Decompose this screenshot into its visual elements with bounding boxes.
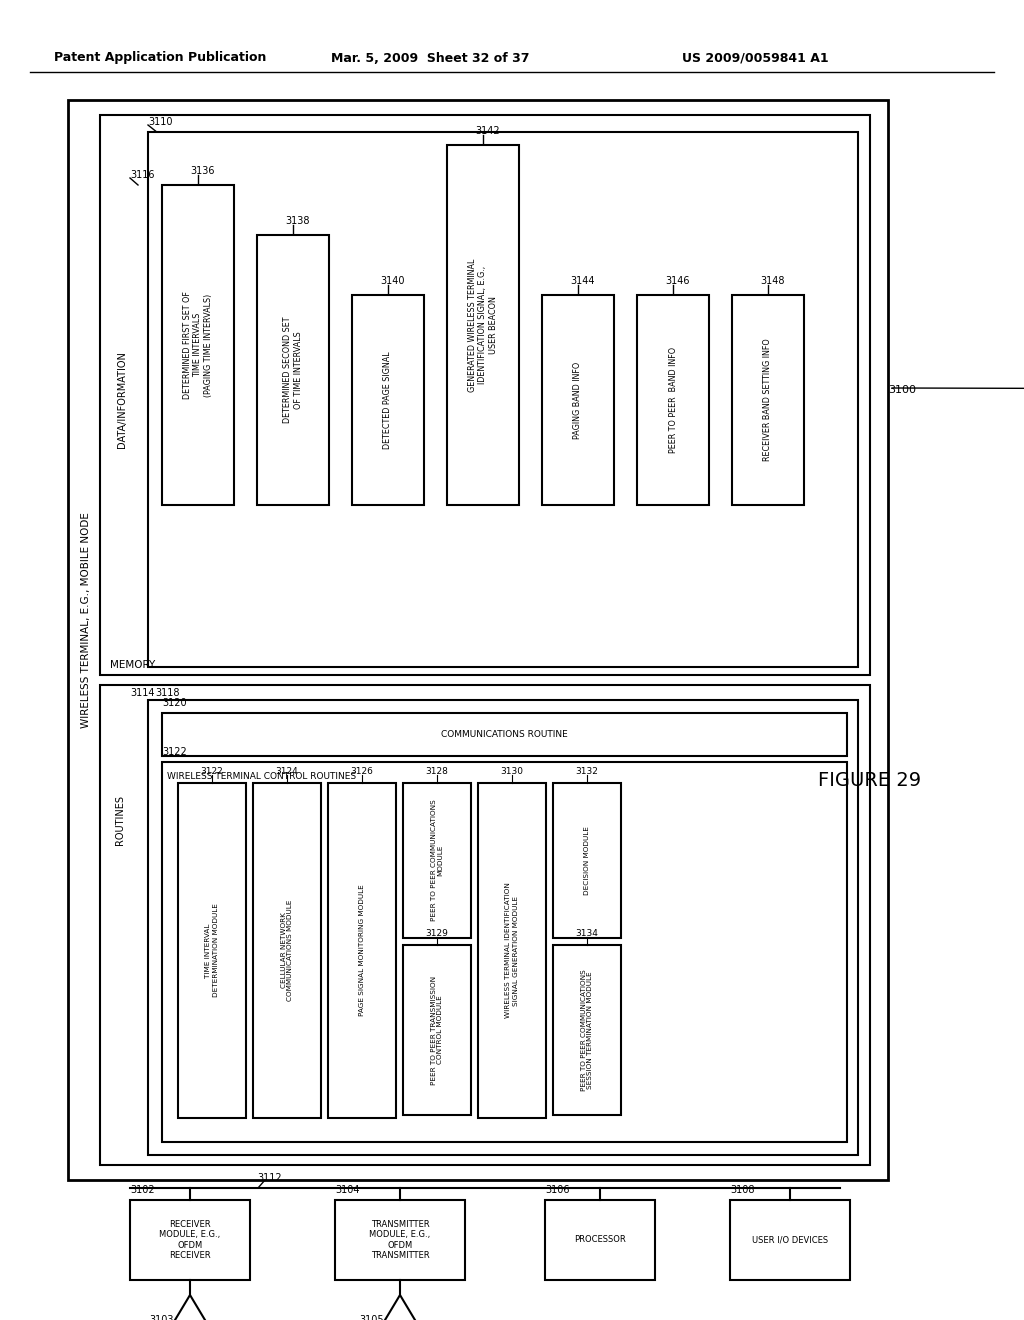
Text: 3116: 3116 xyxy=(130,170,155,180)
Bar xyxy=(403,945,471,1115)
Text: DATA/INFORMATION: DATA/INFORMATION xyxy=(117,351,127,449)
Text: DECISION MODULE: DECISION MODULE xyxy=(584,826,590,895)
Bar xyxy=(730,1200,850,1280)
Text: WIRELESS TERMINAL, E.G., MOBILE NODE: WIRELESS TERMINAL, E.G., MOBILE NODE xyxy=(81,512,91,727)
Text: DETERMINED SECOND SET
OF TIME INTERVALS: DETERMINED SECOND SET OF TIME INTERVALS xyxy=(284,317,303,424)
Text: 3146: 3146 xyxy=(666,276,690,286)
Text: 3112: 3112 xyxy=(258,1173,283,1183)
Text: TIME INTERVAL
DETERMINATION MODULE: TIME INTERVAL DETERMINATION MODULE xyxy=(206,904,218,998)
Text: 3130: 3130 xyxy=(501,767,523,776)
Text: RECEIVER BAND SETTING INFO: RECEIVER BAND SETTING INFO xyxy=(764,339,772,462)
Bar xyxy=(335,1200,465,1280)
Bar xyxy=(352,294,424,506)
Text: PAGING BAND INFO: PAGING BAND INFO xyxy=(573,362,583,438)
Text: PEER TO PEER COMMUNICATIONS
SESSION TERMINATION MODULE: PEER TO PEER COMMUNICATIONS SESSION TERM… xyxy=(581,969,594,1090)
Bar xyxy=(542,294,614,506)
Bar xyxy=(553,945,621,1115)
Text: FIGURE 29: FIGURE 29 xyxy=(818,771,922,789)
Text: GENERATED WIRELESS TERMINAL
IDENTIFICATION SIGNAL, E.G.,
USER BEACON: GENERATED WIRELESS TERMINAL IDENTIFICATI… xyxy=(468,259,498,392)
Bar xyxy=(478,783,546,1118)
Bar xyxy=(253,783,321,1118)
Text: 3122: 3122 xyxy=(201,767,223,776)
Bar xyxy=(553,783,621,939)
Text: 3140: 3140 xyxy=(381,276,406,286)
Text: WIRELESS TERMINAL IDENTIFICATION
SIGNAL GENERATION MODULE: WIRELESS TERMINAL IDENTIFICATION SIGNAL … xyxy=(506,883,518,1019)
Text: PEER TO PEER COMMUNICATIONS
MODULE: PEER TO PEER COMMUNICATIONS MODULE xyxy=(430,800,443,921)
Bar xyxy=(100,115,870,675)
Text: 3128: 3128 xyxy=(426,767,449,776)
Bar xyxy=(162,185,234,506)
Text: 3126: 3126 xyxy=(350,767,374,776)
Text: MEMORY: MEMORY xyxy=(110,660,156,671)
Bar xyxy=(403,783,471,939)
Text: 3124: 3124 xyxy=(275,767,298,776)
Text: 3122: 3122 xyxy=(162,747,186,756)
Text: 3106: 3106 xyxy=(545,1185,569,1195)
Bar xyxy=(732,294,804,506)
Text: 3134: 3134 xyxy=(575,928,598,937)
Text: 3118: 3118 xyxy=(155,688,179,698)
Text: 3144: 3144 xyxy=(570,276,595,286)
Text: ROUTINES: ROUTINES xyxy=(115,795,125,845)
Text: USER I/O DEVICES: USER I/O DEVICES xyxy=(752,1236,828,1245)
Text: PAGE SIGNAL MONITORING MODULE: PAGE SIGNAL MONITORING MODULE xyxy=(359,884,365,1016)
Bar xyxy=(162,762,847,1142)
Bar xyxy=(148,700,858,1155)
Bar xyxy=(545,1200,655,1280)
Text: Mar. 5, 2009  Sheet 32 of 37: Mar. 5, 2009 Sheet 32 of 37 xyxy=(331,51,529,65)
Text: 3102: 3102 xyxy=(130,1185,155,1195)
Text: 3136: 3136 xyxy=(190,166,215,176)
Text: CELLULAR NETWORK
COMMUNICATIONS MODULE: CELLULAR NETWORK COMMUNICATIONS MODULE xyxy=(281,900,294,1001)
Text: 3120: 3120 xyxy=(162,698,186,708)
Text: WIRELESS TERMINAL CONTROL ROUTINES: WIRELESS TERMINAL CONTROL ROUTINES xyxy=(167,772,356,781)
Bar xyxy=(257,235,329,506)
Bar xyxy=(328,783,396,1118)
Text: 3138: 3138 xyxy=(286,216,310,226)
Text: 3110: 3110 xyxy=(148,117,172,127)
Text: TRANSMITTER
MODULE, E.G.,
OFDM
TRANSMITTER: TRANSMITTER MODULE, E.G., OFDM TRANSMITT… xyxy=(370,1220,431,1261)
Bar xyxy=(178,783,246,1118)
Text: RECEIVER
MODULE, E.G.,
OFDM
RECEIVER: RECEIVER MODULE, E.G., OFDM RECEIVER xyxy=(160,1220,220,1261)
Bar xyxy=(68,100,888,1180)
Text: 3148: 3148 xyxy=(761,276,785,286)
Text: 3114: 3114 xyxy=(130,688,155,698)
Bar xyxy=(100,685,870,1166)
Text: Patent Application Publication: Patent Application Publication xyxy=(54,51,266,65)
Text: 3104: 3104 xyxy=(335,1185,359,1195)
Text: COMMUNICATIONS ROUTINE: COMMUNICATIONS ROUTINE xyxy=(441,730,568,739)
Text: 3105: 3105 xyxy=(359,1315,384,1320)
Text: PEER TO PEER TRANSMISSION
CONTROL MODULE: PEER TO PEER TRANSMISSION CONTROL MODULE xyxy=(430,975,443,1085)
Text: DETERMINED FIRST SET OF
TIME INTERVALS
(PAGING TIME INTERVALS): DETERMINED FIRST SET OF TIME INTERVALS (… xyxy=(183,292,213,399)
Bar xyxy=(447,145,519,506)
Bar xyxy=(130,1200,250,1280)
Text: 3132: 3132 xyxy=(575,767,598,776)
Text: 3108: 3108 xyxy=(730,1185,755,1195)
Bar xyxy=(162,713,847,756)
Bar xyxy=(148,132,858,667)
Text: PROCESSOR: PROCESSOR xyxy=(574,1236,626,1245)
Text: 3100: 3100 xyxy=(888,385,916,395)
Bar xyxy=(637,294,709,506)
Text: 3142: 3142 xyxy=(476,125,501,136)
Text: US 2009/0059841 A1: US 2009/0059841 A1 xyxy=(682,51,828,65)
Text: 3103: 3103 xyxy=(150,1315,174,1320)
Text: 3129: 3129 xyxy=(426,928,449,937)
Text: DETECTED PAGE SIGNAL: DETECTED PAGE SIGNAL xyxy=(384,351,392,449)
Text: PEER TO PEER  BAND INFO: PEER TO PEER BAND INFO xyxy=(669,347,678,453)
